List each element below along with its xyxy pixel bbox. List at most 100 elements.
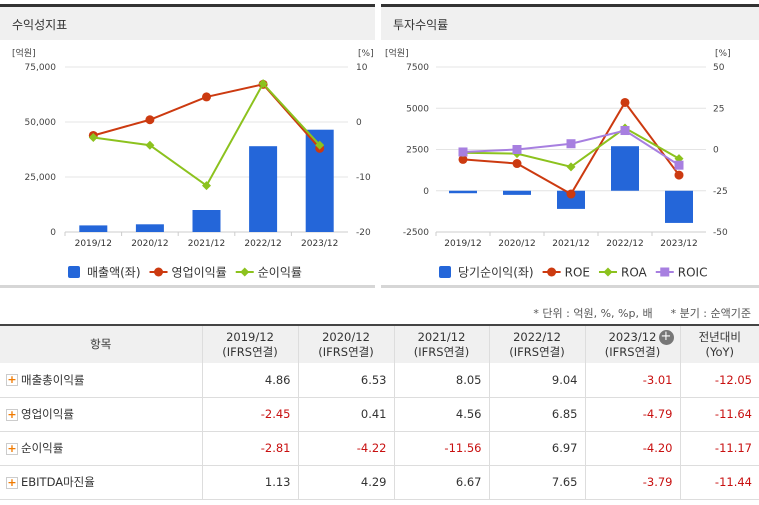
quarter-note: * 분기 : 순액기준 — [670, 307, 751, 320]
value-cell: 4.86 — [201, 363, 298, 398]
data-point — [566, 139, 576, 149]
legend-swatch — [439, 266, 451, 278]
value-cell: 6.67 — [393, 465, 489, 500]
left-tick-label: 5000 — [406, 104, 429, 114]
legend-swatch — [68, 266, 80, 278]
right-tick-label: -50 — [713, 228, 728, 238]
value-cell: -4.20 — [584, 431, 680, 466]
row-label-cell[interactable]: + 영업이익률 — [0, 397, 202, 432]
bar — [503, 190, 531, 195]
investment-return-panel: 투자수익률 [억원] [%] 7500 5000 2500 0 -2500 50 25 0 -25 -… — [381, 4, 759, 288]
value-cell: 6.97 — [488, 431, 585, 466]
data-point — [88, 132, 98, 142]
row-label: 매출총이익률 — [21, 372, 85, 387]
value-cell: 7.65 — [488, 465, 585, 500]
header-line1: 2023/12 — [608, 329, 657, 344]
value-cell: -4.22 — [297, 431, 394, 466]
data-point — [145, 115, 155, 125]
series-line — [462, 100, 680, 196]
value-cell: 4.29 — [297, 465, 394, 500]
column-header: 2020/12 (IFRS연결) — [297, 324, 394, 363]
expand-icon[interactable]: + — [6, 441, 18, 455]
left-tick-label: 50,000 — [25, 118, 57, 128]
unit-note: * 단위 : 억원, %, %p, 배 — [533, 307, 653, 320]
value-cell: -11.44 — [679, 465, 759, 500]
value-cell: -12.05 — [679, 363, 759, 398]
x-tick-label: 2020/12 — [498, 239, 535, 249]
header-line1: 2020/12 — [322, 329, 370, 344]
data-point — [512, 159, 522, 169]
left-tick-label: -2500 — [403, 228, 429, 238]
add-column-icon[interactable]: + — [658, 330, 674, 345]
header-line2: (IFRS연결) — [604, 344, 661, 359]
x-tick-label: 2019/12 — [75, 239, 112, 249]
header-line2: (IFRS연결) — [509, 344, 565, 359]
bar — [135, 224, 164, 232]
legend-marker — [154, 267, 164, 277]
right-tick-label: -20 — [356, 228, 371, 238]
legend-label: 순이익률 — [258, 266, 302, 280]
legend-marker — [603, 267, 613, 277]
bar — [665, 190, 693, 223]
panel-title: 투자수익률 — [381, 4, 759, 40]
panel-title: 수익성지표 — [0, 4, 375, 40]
bar — [449, 190, 477, 194]
header-line1: 항목 — [90, 337, 112, 351]
data-point — [620, 126, 630, 136]
header-line1: 2021/12 — [417, 329, 466, 344]
expand-icon[interactable]: + — [6, 475, 18, 489]
column-header: 전년대비 (YoY) — [679, 324, 759, 363]
header-line2: (IFRS연결) — [222, 344, 278, 359]
left-tick-label: 2500 — [406, 146, 429, 156]
row-label: 순이익률 — [21, 441, 64, 455]
x-tick-label: 2023/12 — [660, 239, 697, 249]
bar — [557, 190, 585, 209]
value-cell: 4.56 — [393, 397, 489, 432]
data-point — [258, 79, 268, 89]
profitability-table: 항목 2019/12 (IFRS연결) 2020/12 (IFRS연결) 2021/12(… — [0, 324, 759, 500]
value-cell: 0.41 — [297, 397, 394, 432]
row-label-cell[interactable]: + 순이익률 — [0, 431, 202, 466]
right-tick-label: 0 — [713, 146, 719, 156]
right-tick-label: 50 — [713, 63, 725, 73]
bar — [249, 146, 278, 232]
data-point — [145, 140, 155, 150]
row-label: EBITDA마진율 — [21, 475, 95, 489]
value-cell: 6.85 — [488, 397, 585, 432]
row-label-cell[interactable]: + 매출총이익률 — [0, 363, 202, 398]
value-cell: -3.01 — [584, 363, 680, 398]
expand-icon[interactable]: + — [6, 407, 18, 421]
table-row: + EBITDA마진율 1.13 4.29 6.67 7.65 -3.79 -11.44 — [0, 465, 759, 500]
header-line2: (YoY) — [705, 344, 735, 359]
data-point — [458, 154, 468, 164]
column-header: 2019/12 (IFRS연결) — [201, 324, 298, 363]
value-cell: -11.56 — [393, 431, 489, 466]
bar — [192, 210, 221, 232]
value-cell: -2.81 — [201, 431, 298, 466]
x-tick-label: 2020/12 — [131, 239, 168, 249]
left-axis-unit: [억원] — [385, 47, 409, 59]
column-header: 항목 — [0, 324, 202, 363]
x-tick-label: 2021/12 — [188, 239, 225, 249]
data-point — [202, 181, 211, 191]
value-cell: -3.79 — [584, 465, 680, 500]
column-header: 2022/12 (IFRS연결) — [488, 324, 585, 363]
x-tick-label: 2022/12 — [606, 239, 643, 249]
legend-marker — [547, 267, 557, 277]
data-point — [566, 162, 576, 172]
expand-icon[interactable]: + — [6, 373, 18, 387]
investment-return-chart: [억원] [%] 7500 5000 2500 0 -2500 50 25 0 -25 -50 2019… — [385, 47, 731, 280]
right-tick-label: 10 — [356, 63, 368, 73]
value-cell: -11.64 — [679, 397, 759, 432]
left-tick-label: 0 — [423, 187, 429, 197]
value-cell: 9.04 — [488, 363, 585, 398]
right-axis-unit: [%] — [358, 49, 374, 59]
data-point — [674, 160, 684, 170]
left-tick-label: 0 — [50, 228, 56, 238]
value-cell: 8.05 — [393, 363, 489, 398]
header-line1: 2022/12 — [513, 329, 561, 344]
x-tick-label: 2022/12 — [244, 239, 281, 249]
header-line1: 전년대비 — [698, 329, 741, 344]
data-point — [566, 189, 576, 199]
row-label-cell[interactable]: + EBITDA마진율 — [0, 465, 202, 500]
